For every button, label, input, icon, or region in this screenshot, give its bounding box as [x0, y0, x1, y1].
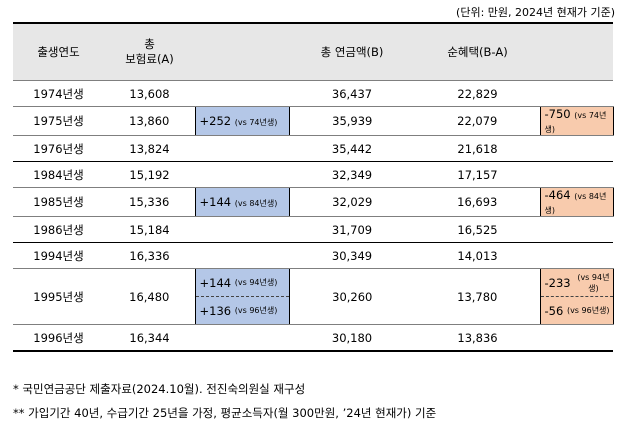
pension-cell: 36,437 [289, 80, 415, 107]
birth-year-cell: 1976년생 [13, 135, 104, 162]
net-cell: 13,780 [415, 268, 540, 325]
premium-diff-line: +144 (vs 94년생) [196, 269, 289, 296]
net-diff-line: -233 (vs 94년생) [541, 269, 613, 296]
birth-year-cell: 1995년생 [13, 268, 104, 325]
premium-diff-ref: (vs 94년생) [234, 278, 278, 287]
footnote-source: * 국민연금공단 제출자료(2024.10월). 전진숙의원실 재구성 [13, 382, 306, 396]
premium-cell: 15,192 [104, 161, 195, 188]
net-cell: 22,829 [415, 80, 540, 107]
pension-cell: 31,709 [289, 216, 415, 243]
table-row: 1974년생 13,608 36,437 22,829 [13, 80, 613, 107]
net-cell: 16,525 [415, 216, 540, 243]
net-diff-ref: (vs 84년생) [544, 192, 607, 215]
net-diff-cell [540, 161, 613, 188]
premium-diff-cell: +252 (vs 74년생) [194, 106, 290, 136]
table-row: 1995년생 16,480 +144 (vs 94년생) +136 (vs 96… [13, 268, 614, 325]
premium-cell: 16,336 [104, 242, 195, 269]
birth-year-cell: 1974년생 [13, 80, 104, 107]
birth-year-cell: 1994년생 [13, 242, 104, 269]
premium-diff-cell [195, 242, 289, 269]
birth-year-cell: 1996년생 [13, 324, 104, 352]
net-cell: 16,693 [415, 187, 540, 217]
net-diff-value: -464 [544, 188, 571, 202]
pension-cell: 30,180 [289, 324, 415, 352]
premium-diff-cell: +144 (vs 84년생) [194, 187, 290, 217]
premium-cell: 16,480 [104, 268, 195, 325]
header-premium-line2: 보험료(A) [125, 52, 174, 66]
pension-cell: 30,260 [289, 268, 415, 325]
header-blank-2 [540, 22, 613, 81]
premium-cell: 15,336 [104, 187, 195, 217]
pension-cell: 35,939 [289, 106, 415, 136]
header-premium: 총 보험료(A) [104, 22, 195, 81]
header-blank-1 [195, 22, 289, 81]
table-row: 1994년생 16,336 30,349 14,013 [13, 242, 613, 269]
net-diff-line: -56 (vs 96년생) [540, 296, 613, 324]
net-diff-cell: -233 (vs 94년생) -56 (vs 96년생) [539, 268, 614, 325]
table-row: 1975년생 13,860 +252 (vs 74년생) 35,939 22,0… [13, 106, 614, 136]
net-diff-cell [540, 135, 613, 162]
birth-year-cell: 1984년생 [13, 161, 104, 188]
net-diff-cell [540, 80, 613, 107]
premium-diff-cell [195, 216, 289, 243]
premium-diff-cell [195, 80, 289, 107]
table-row: 1976년생 13,824 35,442 21,618 [13, 135, 613, 162]
pension-comparison-table: 출생연도 총 보험료(A) 총 연금액(B) 순혜택(B-A) 1974년생 1… [13, 22, 614, 352]
premium-diff-value: +252 [199, 114, 232, 128]
net-diff-ref: (vs 74년생) [544, 111, 607, 134]
net-diff-cell [540, 324, 613, 352]
birth-year-cell: 1986년생 [13, 216, 104, 243]
net-diff-cell [540, 216, 613, 243]
premium-diff-cell: +144 (vs 94년생) +136 (vs 96년생) [194, 268, 290, 325]
premium-diff-value: +144 [199, 195, 232, 209]
pension-cell: 35,442 [289, 135, 415, 162]
net-cell: 22,079 [415, 106, 540, 136]
table-row: 1986년생 15,184 31,709 16,525 [13, 216, 613, 243]
net-cell: 21,618 [415, 135, 540, 162]
premium-cell: 15,184 [104, 216, 195, 243]
birth-year-cell: 1975년생 [13, 106, 104, 136]
premium-diff-cell [195, 324, 289, 352]
net-cell: 14,013 [415, 242, 540, 269]
pension-cell: 32,029 [289, 187, 415, 217]
net-diff-ref: (vs 94년생) [577, 272, 610, 293]
pension-cell: 30,349 [289, 242, 415, 269]
table-row: 1996년생 16,344 30,180 13,836 [13, 324, 613, 352]
net-diff-value: -233 [544, 275, 571, 290]
premium-cell: 13,824 [104, 135, 195, 162]
birth-year-cell: 1985년생 [13, 187, 104, 217]
net-diff-value: -750 [544, 107, 571, 121]
premium-diff-line: +136 (vs 96년생) [195, 296, 289, 324]
pension-cell: 32,349 [289, 161, 415, 188]
header-pension: 총 연금액(B) [289, 22, 415, 81]
premium-cell: 13,860 [104, 106, 195, 136]
net-diff-cell: -464 (vs 84년생) [539, 187, 614, 217]
table-row: 1985년생 15,336 +144 (vs 84년생) 32,029 16,6… [13, 187, 614, 217]
net-cell: 17,157 [415, 161, 540, 188]
net-diff-cell: -750 (vs 74년생) [539, 106, 614, 136]
footnote-assumption: ** 가입기간 40년, 수급기간 25년을 가정, 평균소득자(월 300만원… [13, 406, 437, 420]
premium-diff-ref: (vs 74년생) [234, 118, 278, 127]
net-diff-cell [540, 242, 613, 269]
premium-diff-value: +144 [199, 275, 232, 290]
header-net-benefit: 순혜택(B-A) [415, 22, 540, 81]
unit-note: (단위: 만원, 2024년 현재가 기준) [456, 6, 615, 19]
premium-diff-ref: (vs 84년생) [234, 199, 278, 208]
header-birth-year: 출생연도 [13, 22, 104, 81]
net-diff-ref: (vs 96년생) [566, 306, 610, 315]
net-cell: 13,836 [415, 324, 540, 352]
header-premium-line1: 총 [144, 37, 155, 51]
premium-diff-cell [195, 161, 289, 188]
net-diff-value: -56 [544, 303, 564, 318]
header-row: 출생연도 총 보험료(A) 총 연금액(B) 순혜택(B-A) [13, 22, 613, 81]
premium-cell: 16,344 [104, 324, 195, 352]
table-row: 1984년생 15,192 32,349 17,157 [13, 161, 613, 188]
premium-diff-cell [195, 135, 289, 162]
premium-diff-ref: (vs 96년생) [234, 306, 278, 315]
premium-cell: 13,608 [104, 80, 195, 107]
premium-diff-value: +136 [199, 303, 232, 318]
